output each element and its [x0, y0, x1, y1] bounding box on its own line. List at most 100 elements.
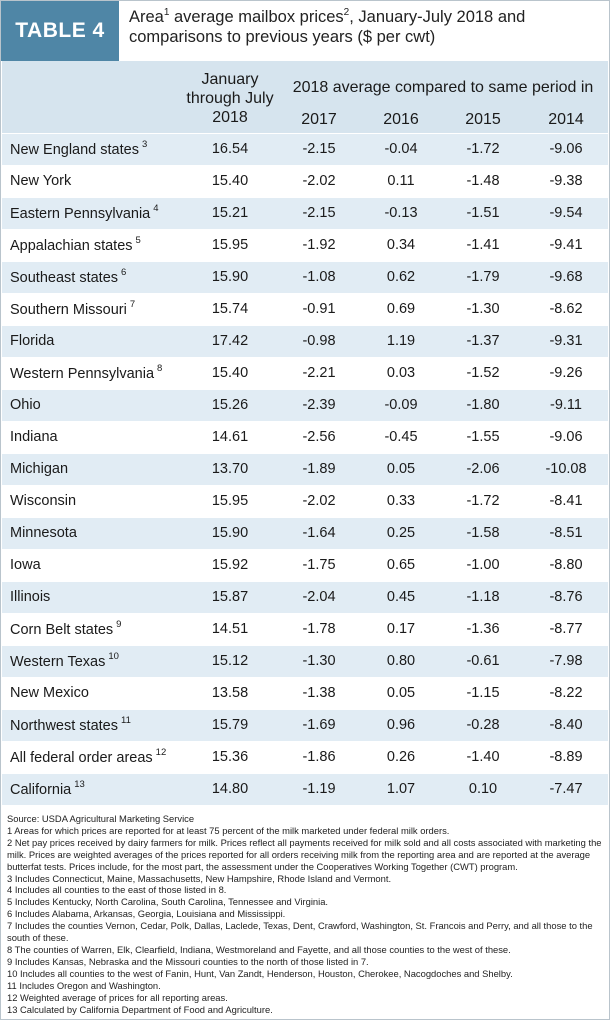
title-part-1: Area	[129, 8, 164, 26]
difference-cell: -2.02	[278, 164, 360, 197]
difference-cell: -7.98	[524, 644, 609, 677]
difference-cell: -1.08	[278, 260, 360, 293]
area-cell: Northwest states 11	[2, 708, 182, 741]
area-name: New England states	[10, 141, 139, 158]
area-cell: California 13	[2, 772, 182, 805]
difference-cell: -1.19	[278, 772, 360, 805]
difference-cell: 0.05	[360, 676, 442, 709]
price-cell: 15.40	[182, 356, 278, 389]
comparison-group-header: 2018 average compared to same period in	[278, 61, 609, 97]
area-cell: Ohio	[2, 388, 182, 421]
footnote-item: 9 Includes Kansas, Nebraska and the Miss…	[7, 955, 369, 967]
difference-cell: 1.19	[360, 324, 442, 357]
area-cell: Eastern Pennsylvania 4	[2, 196, 182, 229]
difference-cell: -8.40	[524, 708, 609, 741]
difference-cell: -8.62	[524, 292, 609, 325]
area-footnote-ref: 6	[121, 267, 127, 279]
difference-cell: -9.06	[524, 132, 609, 165]
table-row: New England states 3 16.54 -2.15 -0.04 -1.72-…	[2, 132, 609, 165]
area-name: Iowa	[10, 557, 41, 573]
area-name: Western Pennsylvania	[10, 365, 155, 382]
difference-cell: -1.55	[442, 420, 524, 453]
footnote-item: 13 Calculated by California Department o…	[7, 1003, 273, 1015]
difference-cell: -0.28	[442, 708, 524, 741]
difference-cell: -9.31	[524, 324, 609, 357]
difference-cell: 1.07	[360, 772, 442, 805]
price-cell: 13.70	[182, 452, 278, 485]
price-cell: 15.74	[182, 292, 278, 325]
difference-cell: -1.41	[442, 228, 524, 261]
difference-cell: -0.09	[360, 388, 442, 421]
table-row: Eastern Pennsylvania 4 15.21 -2.15 -0.13 -1.5…	[2, 196, 609, 229]
area-footnote-ref: 9	[116, 619, 122, 631]
table-row: Appalachian states 5 15.95 -1.92 0.34 -1.41 -9…	[2, 228, 609, 261]
price-table: January through July 2018 2018 average c…	[2, 61, 609, 805]
area-footnote-ref: 10	[108, 651, 119, 663]
difference-cell: -8.22	[524, 676, 609, 709]
difference-cell: 0.25	[360, 516, 442, 549]
area-cell: Illinois	[2, 580, 182, 613]
difference-cell: -9.38	[524, 164, 609, 197]
price-cell: 15.36	[182, 740, 278, 773]
area-cell: Wisconsin	[2, 484, 182, 517]
difference-cell: -1.38	[278, 676, 360, 709]
title-footnote-2: 2	[343, 6, 350, 18]
difference-cell: -1.00	[442, 548, 524, 581]
difference-cell: -1.69	[278, 708, 360, 741]
difference-cell: -8.77	[524, 612, 609, 645]
difference-cell: -9.06	[524, 420, 609, 453]
year-header-2014: 2014	[524, 97, 609, 133]
difference-cell: -2.21	[278, 356, 360, 389]
area-footnote-ref: 7	[129, 299, 136, 311]
area-name: Ohio	[10, 397, 41, 413]
difference-cell: 0.45	[360, 580, 442, 613]
difference-cell: -10.08	[524, 452, 609, 485]
area-name: All federal order areas	[10, 749, 153, 766]
table-row: Iowa 15.92 -1.75 0.65 -1.00 -8.80	[2, 548, 609, 581]
difference-cell: -9.68	[524, 260, 609, 293]
footnote-item: 4 Includes all counties to the east of t…	[7, 884, 227, 896]
table-row: Wisconsin 15.95 -2.02 0.33 -1.72 -8.41	[2, 484, 609, 517]
difference-cell: -1.30	[442, 292, 524, 325]
difference-cell: -2.06	[442, 452, 524, 485]
difference-cell: 0.11	[360, 164, 442, 197]
footnote-item: 11 Includes Oregon and Washington.	[7, 979, 161, 991]
difference-cell: 0.10	[442, 772, 524, 805]
difference-cell: 0.05	[360, 452, 442, 485]
source-note: Source: USDA Agricultural Marketing Serv…	[7, 813, 195, 824]
year-header-2017: 2017	[278, 97, 360, 133]
area-name: Appalachian states	[10, 237, 133, 254]
footnote-item: 7 Includes the counties Vernon, Cedar, P…	[7, 920, 593, 944]
area-footnote-ref: 12	[155, 747, 167, 759]
area-cell: Appalachian states 5	[2, 228, 182, 261]
difference-cell: -9.54	[524, 196, 609, 229]
difference-cell: 0.80	[360, 644, 442, 677]
year-header-2015: 2015	[442, 97, 524, 133]
price-cell: 16.54	[182, 132, 278, 165]
difference-cell: -8.76	[524, 580, 609, 613]
area-name: Southeast states	[10, 269, 119, 286]
table-row: Western Texas 10 15.12 -1.30 0.80 -0.61 -7.98	[2, 644, 609, 677]
table-row: Indiana 14.61 -2.56 -0.45 -1.55 -9.06	[2, 420, 609, 453]
difference-cell: 0.69	[360, 292, 442, 325]
difference-cell: -0.91	[278, 292, 360, 325]
table-row: Illinois 15.87 -2.04 0.45 -1.18 -8.76	[2, 580, 609, 613]
difference-cell: -0.61	[442, 644, 524, 677]
title-part-3: , January-July 2018 and comparisons to p…	[129, 8, 526, 46]
area-name: New York	[10, 173, 72, 189]
area-name: Southern Missouri	[10, 301, 127, 318]
price-cell: 15.12	[182, 644, 278, 677]
difference-cell: -2.04	[278, 580, 360, 613]
table-row: Southern Missouri 7 15.74 -0.91 0.69 -1.30 -8.…	[2, 292, 609, 325]
area-cell: Iowa	[2, 548, 182, 581]
difference-cell: -9.11	[524, 388, 609, 421]
area-name: Florida	[10, 333, 55, 349]
price-cell: 15.79	[182, 708, 278, 741]
table-row: Ohio 15.26 -2.39 -0.09 -1.80 -9.11	[2, 388, 609, 421]
difference-cell: -1.40	[442, 740, 524, 773]
table-row: New Mexico 13.58 -1.38 0.05 -1.15 -8.22	[2, 676, 609, 709]
price-cell: 15.40	[182, 164, 278, 197]
area-name: Northwest states	[10, 717, 118, 734]
price-cell: 14.61	[182, 420, 278, 453]
